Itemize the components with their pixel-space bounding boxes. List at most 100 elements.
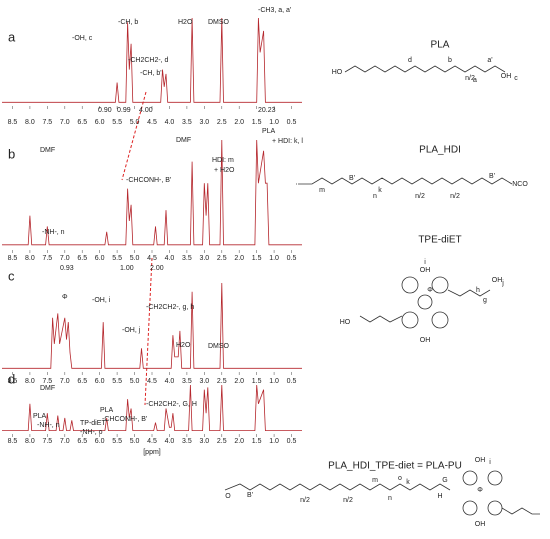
structure-drawings <box>224 65 540 516</box>
panel-label: b <box>8 146 15 161</box>
spectrum-line <box>2 282 302 369</box>
spectrum-line <box>2 384 302 431</box>
x-tick-label: 1.5 <box>252 438 262 445</box>
x-tick-label: 6.0 <box>95 255 105 262</box>
structure-label: i <box>424 259 426 266</box>
peak-annotation: -CH, b' <box>140 70 162 77</box>
peak-annotation: H2O <box>178 19 193 26</box>
x-tick-label: 2.5 <box>217 378 227 385</box>
peak-annotation: + HDI: k, l <box>272 138 303 145</box>
x-tick-label: 8.0 <box>25 119 35 126</box>
x-tick-label: 6.5 <box>77 255 87 262</box>
x-tick-label: 3.5 <box>182 378 192 385</box>
x-tick-label: 3.5 <box>182 255 192 262</box>
x-tick-label: 7.5 <box>42 378 52 385</box>
x-tick-label: 8.0 <box>25 438 35 445</box>
structure-label: k <box>406 479 410 486</box>
peak-annotation: 1.00 <box>120 265 134 272</box>
x-tick-label: 3.0 <box>199 255 209 262</box>
peak-annotation: -CHCONH-, B' <box>102 416 147 423</box>
structure-label: n/2 <box>343 497 353 504</box>
peak-annotation: -CH2CH2-, d <box>128 57 169 64</box>
x-tick-label: 2.0 <box>234 378 244 385</box>
x-tick-label: 0.5 <box>287 378 297 385</box>
x-tick-label: 7.0 <box>60 378 70 385</box>
x-tick-label: 7.0 <box>60 119 70 126</box>
structure-label: OH <box>492 277 503 284</box>
x-tick-label: 6.0 <box>95 378 105 385</box>
structure-name: TPE-diET <box>418 235 461 246</box>
x-tick-label: 7.0 <box>60 438 70 445</box>
x-tick-label: 2.0 <box>234 438 244 445</box>
x-tick-label: 4.5 <box>147 255 157 262</box>
x-tick-label: 7.5 <box>42 438 52 445</box>
x-tick-label: 4.0 <box>165 255 175 262</box>
x-tick-label: 8.5 <box>8 438 18 445</box>
peak-annotation: + H2O <box>214 167 235 174</box>
x-tick-label: 5.5 <box>112 255 122 262</box>
structure-label: g <box>483 297 487 304</box>
peak-annotation: 2.00 <box>150 265 164 272</box>
structure-label: n/2 <box>450 193 460 200</box>
peak-annotation: -NH-, o <box>80 429 103 436</box>
x-tick-label: 3.5 <box>182 119 192 126</box>
x-tick-label: 5.0 <box>130 438 140 445</box>
x-tick-label: 6.5 <box>77 438 87 445</box>
structure-label: G <box>442 477 447 484</box>
peak-annotation: DMSO <box>208 343 230 350</box>
peak-annotation: HDI: m <box>212 157 234 164</box>
structure-label: B' <box>247 492 253 499</box>
peak-annotation: H2O <box>176 342 191 349</box>
x-tick-label: 5.5 <box>112 119 122 126</box>
peak-annotation: Φ <box>62 294 68 301</box>
structure-label: j <box>501 280 504 287</box>
peak-annotation: 4.00 <box>139 107 153 114</box>
structure-label: d <box>408 57 412 64</box>
x-tick-label: 8.5 <box>8 119 18 126</box>
x-tick-label: 6.0 <box>95 119 105 126</box>
panel-label: d <box>8 371 15 386</box>
structure-label: n <box>373 193 377 200</box>
peak-annotation: DMF <box>40 385 55 392</box>
peak-annotation: -NH-, n <box>37 422 60 429</box>
x-tick-label: 7.5 <box>42 119 52 126</box>
structure-name: PLA_HDI <box>419 145 461 156</box>
peak-annotation: -CH, b <box>118 19 138 26</box>
x-tick-label: 4.5 <box>147 438 157 445</box>
x-tick-label: 3.0 <box>199 438 209 445</box>
structure-name: PLA <box>431 40 450 51</box>
x-tick-label: 8.0 <box>25 255 35 262</box>
structure-label: c <box>514 75 518 82</box>
structure-label: n/2 <box>300 497 310 504</box>
x-tick-label: 1.0 <box>269 119 279 126</box>
structure-label: k <box>378 187 382 194</box>
x-tick-label: 5.0 <box>130 255 140 262</box>
x-tick-label: 4.0 <box>165 119 175 126</box>
structure-label: NCO <box>512 181 528 188</box>
x-tick-label: 3.0 <box>199 119 209 126</box>
peak-annotation: DMF <box>40 147 55 154</box>
panel-label: a <box>8 29 16 44</box>
peak-annotation: 0.93 <box>60 265 74 272</box>
x-tick-label: 6.5 <box>77 119 87 126</box>
x-tick-label: 1.5 <box>252 255 262 262</box>
structure-label: n/2 <box>415 193 425 200</box>
structure-label: a <box>473 77 477 84</box>
spectrum-line <box>2 17 302 103</box>
peak-annotation: -OH, i <box>92 297 111 304</box>
structure-label: H <box>437 493 442 500</box>
x-tick-label: 5.5 <box>112 438 122 445</box>
x-tick-label: 4.5 <box>147 119 157 126</box>
structure-label: b <box>448 57 452 64</box>
x-axis-label: [ppm] <box>143 449 161 456</box>
x-tick-label: 0.5 <box>287 438 297 445</box>
structure-label: n <box>388 495 392 502</box>
structure-label: Φ <box>477 487 483 494</box>
structure-label: o <box>398 475 402 482</box>
peak-annotation: -NH-, n <box>42 229 65 236</box>
structure-label: B' <box>489 173 495 180</box>
x-tick-label: 1.0 <box>269 438 279 445</box>
x-tick-label: 7.5 <box>42 255 52 262</box>
x-tick-label: 8.5 <box>8 255 18 262</box>
